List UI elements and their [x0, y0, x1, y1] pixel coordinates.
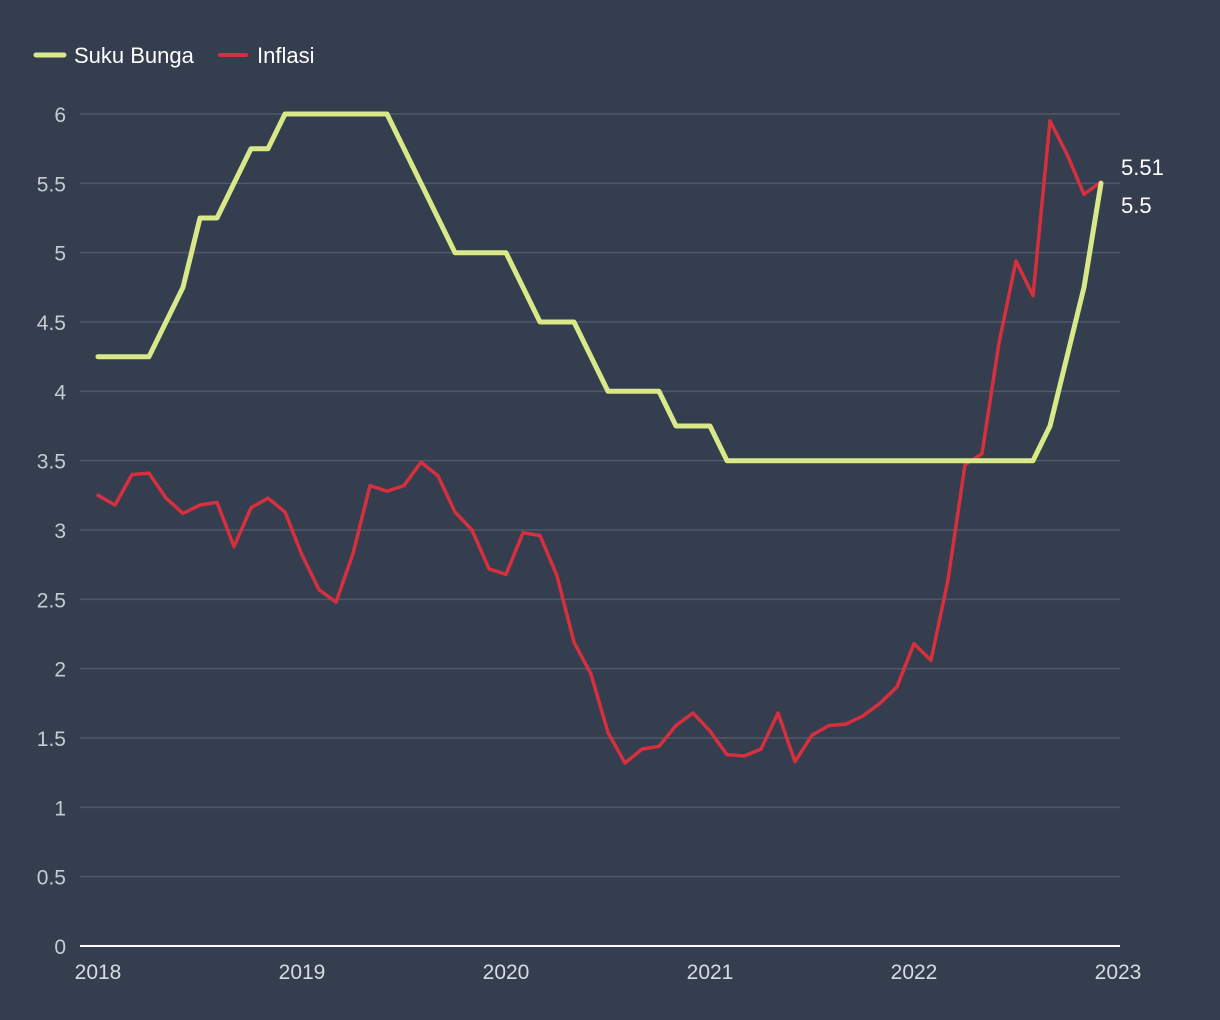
x-tick-label: 2021: [687, 961, 734, 984]
y-tick-label: 5: [54, 243, 66, 266]
y-tick-label: 6: [54, 104, 66, 127]
y-tick-label: 3.5: [37, 451, 66, 474]
y-tick-label: 4: [54, 381, 66, 404]
series-line-suku-bunga[interactable]: [95, 111, 1104, 464]
legend-label-suku-bunga: Suku Bunga: [74, 43, 195, 68]
y-tick-label: 1: [54, 797, 66, 820]
y-tick-label: 1.5: [37, 728, 66, 751]
x-tick-label: 2023: [1095, 961, 1142, 984]
series-line-inflasi[interactable]: [96, 119, 1103, 765]
legend-item-inflasi[interactable]: Inflasi: [218, 43, 314, 68]
y-tick-label: 2.5: [37, 589, 66, 612]
legend-item-suku-bunga[interactable]: Suku Bunga: [33, 43, 195, 68]
y-tick-label: 4.5: [37, 312, 66, 335]
end-label-inflasi: 5.51: [1121, 155, 1164, 180]
legend: Suku Bunga Inflasi: [33, 43, 314, 68]
x-tick-label: 2018: [75, 961, 122, 984]
end-label-suku-bunga: 5.5: [1121, 193, 1152, 218]
x-axis-ticks: 2018 2019 2020 2021 2022 2023: [75, 961, 1142, 984]
y-tick-label: 2: [54, 659, 66, 682]
series-layer: [95, 111, 1104, 765]
gridlines: [80, 113, 1120, 878]
y-tick-label: 0: [54, 936, 66, 959]
x-tick-label: 2022: [891, 961, 938, 984]
y-tick-label: 5.5: [37, 173, 66, 196]
legend-label-inflasi: Inflasi: [257, 43, 314, 68]
y-tick-label: 3: [54, 520, 66, 543]
y-axis-ticks: 0 0.5 1 1.5 2 2.5 3 3.5 4 4.5 5 5.5 6: [37, 104, 67, 959]
x-tick-label: 2020: [483, 961, 530, 984]
y-tick-label: 0.5: [37, 867, 66, 890]
x-tick-label: 2019: [279, 961, 326, 984]
